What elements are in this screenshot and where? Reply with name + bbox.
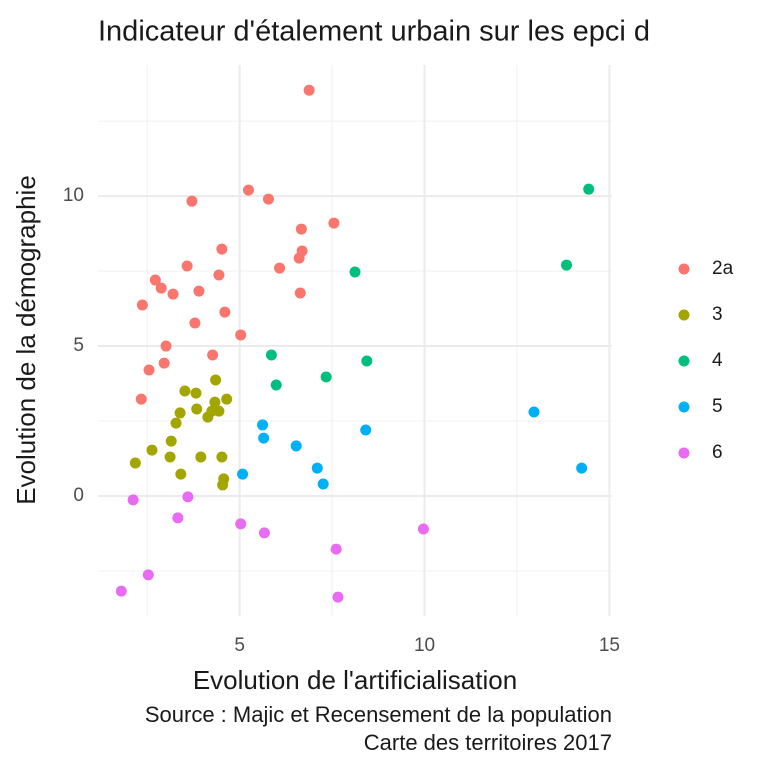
legend-marker <box>678 309 690 321</box>
point <box>193 285 205 297</box>
point <box>235 329 247 341</box>
point <box>317 478 329 490</box>
point <box>258 527 270 539</box>
chart-title: Indicateur d'étalement urbain sur les ep… <box>98 16 650 48</box>
point <box>332 591 344 603</box>
point <box>174 407 186 419</box>
point <box>235 518 247 530</box>
legend-label: 3 <box>712 304 723 325</box>
point <box>164 451 176 463</box>
point <box>213 405 225 417</box>
caption: Carte des territoires 2017 <box>364 730 612 755</box>
point <box>294 287 306 299</box>
point <box>149 274 161 286</box>
point <box>129 457 141 469</box>
y-tick-label: 0 <box>73 485 84 506</box>
point <box>146 444 158 456</box>
point <box>172 512 184 524</box>
point <box>258 432 270 444</box>
legend-label: 5 <box>712 396 723 417</box>
point <box>330 543 342 555</box>
point <box>576 462 588 474</box>
point <box>270 379 282 391</box>
point <box>213 269 225 281</box>
point <box>583 183 595 195</box>
x-tick-label: 10 <box>414 635 435 656</box>
point <box>170 417 182 429</box>
point <box>165 435 177 447</box>
point <box>274 262 286 274</box>
legend-marker <box>678 401 690 413</box>
point <box>190 387 202 399</box>
point <box>135 393 147 405</box>
legend-label: 6 <box>712 442 723 463</box>
point <box>265 349 277 361</box>
point <box>202 411 214 423</box>
point <box>209 396 221 408</box>
point <box>361 355 373 367</box>
point <box>179 385 191 397</box>
x-axis-label: Evolution de l'artificialisation <box>193 665 517 695</box>
point <box>158 357 170 369</box>
point <box>293 252 305 264</box>
caption: Source : Majic et Recensement de la popu… <box>145 702 612 727</box>
point <box>186 195 198 207</box>
point <box>143 364 155 376</box>
point <box>360 424 372 436</box>
point <box>262 193 274 205</box>
legend-marker <box>678 355 690 367</box>
point <box>320 371 332 383</box>
point <box>160 340 172 352</box>
point <box>182 491 194 503</box>
point <box>181 260 193 272</box>
point <box>216 243 228 255</box>
point <box>191 403 203 415</box>
point <box>561 259 573 271</box>
point <box>219 306 231 318</box>
y-axis-label: Evolution de la démographie <box>11 175 41 505</box>
point <box>167 288 179 300</box>
point <box>311 462 323 474</box>
point <box>328 217 340 229</box>
point <box>303 84 315 96</box>
point <box>115 585 127 597</box>
legend-label: 2a <box>712 258 734 279</box>
point <box>175 468 187 480</box>
x-tick-label: 15 <box>599 635 620 656</box>
point <box>349 266 361 278</box>
point <box>189 317 201 329</box>
point <box>243 184 255 196</box>
point <box>155 282 167 294</box>
point <box>195 451 207 463</box>
legend-marker <box>678 263 690 275</box>
x-tick-label: 5 <box>234 635 245 656</box>
point <box>142 569 154 581</box>
point <box>290 440 302 452</box>
y-tick-label: 10 <box>63 185 84 206</box>
point <box>237 468 249 480</box>
point <box>295 223 307 235</box>
point <box>257 419 269 431</box>
point <box>417 523 429 535</box>
point <box>528 406 540 418</box>
point <box>127 494 139 506</box>
legend-label: 4 <box>712 350 723 371</box>
legend-marker <box>678 447 690 459</box>
point <box>210 374 222 386</box>
point <box>216 451 228 463</box>
point <box>136 299 148 311</box>
y-tick-label: 5 <box>73 335 84 356</box>
point <box>221 393 233 405</box>
point <box>217 479 229 491</box>
point <box>207 349 219 361</box>
